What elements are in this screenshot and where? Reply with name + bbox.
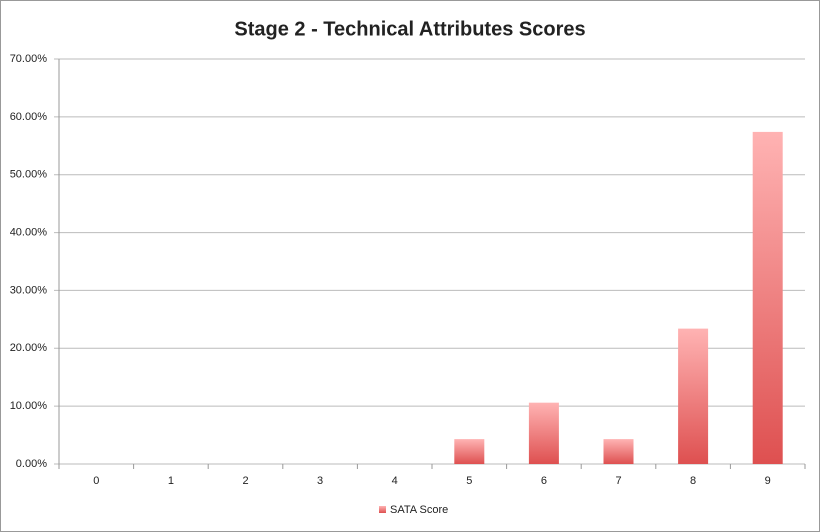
bar xyxy=(603,439,634,464)
bar xyxy=(752,131,783,464)
x-tick-label: 1 xyxy=(168,475,174,487)
x-tick-label: 8 xyxy=(690,475,696,487)
x-tick-label: 3 xyxy=(317,475,323,487)
y-tick-label: 70.00% xyxy=(10,53,48,65)
y-tick-label: 20.00% xyxy=(10,342,48,354)
y-tick-label: 10.00% xyxy=(10,400,48,412)
y-tick-label: 30.00% xyxy=(10,284,48,296)
x-tick-label: 0 xyxy=(93,475,99,487)
y-tick-label: 60.00% xyxy=(10,111,48,123)
y-tick-label: 40.00% xyxy=(10,226,48,238)
y-tick-label: 0.00% xyxy=(16,458,47,470)
legend-swatch xyxy=(379,506,386,513)
x-tick-label: 4 xyxy=(392,475,398,487)
x-tick-label: 7 xyxy=(615,475,621,487)
chart-title: Stage 2 - Technical Attributes Scores xyxy=(234,18,585,40)
bar xyxy=(678,328,709,464)
bar xyxy=(454,439,485,464)
x-tick-label: 9 xyxy=(765,475,771,487)
bar xyxy=(528,402,559,464)
x-tick-label: 6 xyxy=(541,475,547,487)
y-tick-label: 50.00% xyxy=(10,169,48,181)
x-tick-label: 2 xyxy=(242,475,248,487)
legend-label: SATA Score xyxy=(390,504,448,516)
x-tick-label: 5 xyxy=(466,475,472,487)
